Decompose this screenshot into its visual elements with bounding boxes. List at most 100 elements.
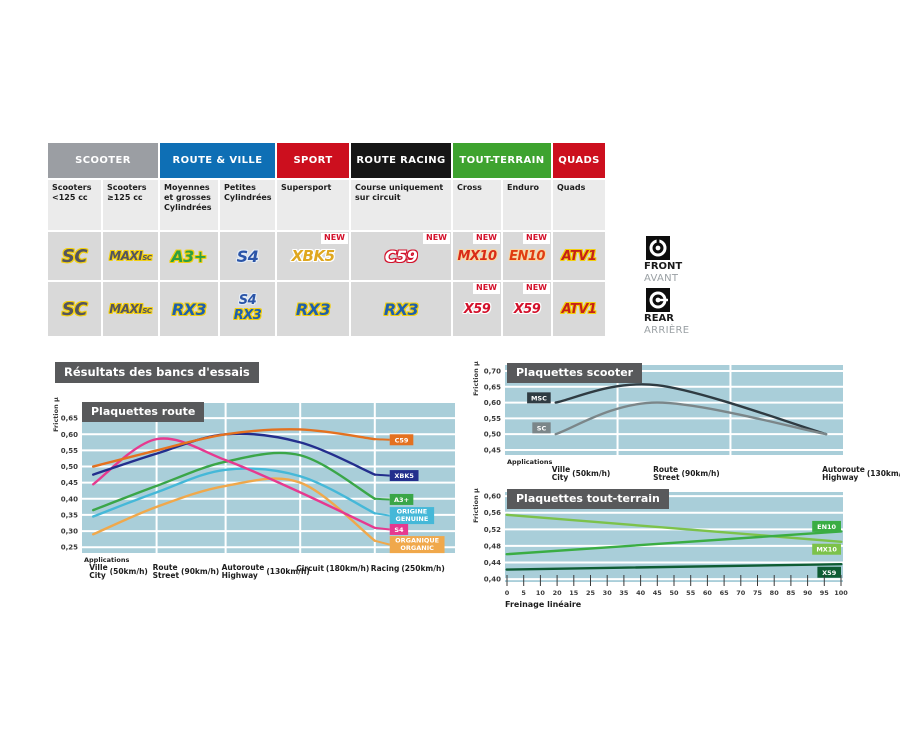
product-badge-cell: A3+ [160,232,218,280]
subcategory-cell: Enduro [503,180,551,230]
product-badge-cell: MAXISC [103,282,158,336]
offroad-pads-chart: 0,60 0,56 0,52 0,48 0,44 0,40 Friction µ MX10 EN… [470,485,882,620]
new-tag: NEW [523,233,550,244]
product-badge-cell: RX3 [277,282,349,336]
series-label-mx10: MX10 [816,546,837,554]
series-label-box-s4 [389,523,409,535]
new-tag: NEW [423,233,450,244]
product-badge-rx3: RX3 [233,308,262,323]
y-tick-label: 0,48 [484,542,501,550]
series-line-origine [91,467,377,518]
y-tick-label: 0,35 [61,511,78,519]
product-badge-atv1: ATV1 [561,301,597,317]
front-brake-disc-icon [646,236,670,260]
front-label: FRONT [644,261,683,272]
chart-title: Plaquettes scooter [507,363,643,383]
product-badge-rx3: RX3 [295,299,331,319]
product-badge-cell: NEW EN10 [503,232,551,280]
new-tag: NEW [473,283,500,294]
product-badge-mx10: MX10 [457,248,497,264]
front-block: FRONT AVANT [644,236,704,284]
subcategory-cell: Quads [553,180,605,230]
product-badge-c59: C59 [384,246,418,266]
product-badge-maxi: MAXISC [109,249,152,263]
series-line-msc [554,383,828,436]
series-line-x59 [505,562,843,571]
x-tick-label: 70 [736,589,746,597]
product-badge-cell: NEW C59 [351,232,451,280]
x-axis-label: Applications [507,458,553,466]
product-badge-rx3: RX3 [171,299,207,319]
y-tick-label: 0,55 [61,447,78,455]
product-badge-cell: NEW XBK5 [277,232,349,280]
y-tick-label: 0,40 [61,495,78,503]
y-tick-label: 0,45 [484,446,501,454]
x-tick-label: 5 [521,589,526,597]
series-line-mx10 [505,513,843,543]
product-application-table: SCOOTER ROUTE & VILLE SPORT ROUTE RACING TOU… [48,143,605,336]
route-pads-chart: 0,65 0,60 0,55 0,50 0,45 0,40 0,35 0,30 0,25 Fric… [48,390,468,600]
product-badge-s4: S4 [238,293,257,309]
series-label-c59: C59 [395,436,409,444]
product-badge-cell: NEW MX10 [453,232,501,280]
rear-caption: ARRIÈRE [644,325,690,336]
product-badge-atv1: ATV1 [561,248,597,264]
chart-title: Plaquettes route [82,402,205,422]
x-tick-label: 95 [820,589,830,597]
new-tag: NEW [523,283,550,294]
series-label-box-c59 [389,434,414,446]
x-axis-label: Applications [84,556,130,564]
product-badge-cell: MAXISC [103,232,158,280]
series-label-box-msc [527,392,551,404]
y-tick-label: 0,60 [484,399,501,407]
subcategory-cell: Cross [453,180,501,230]
product-badge-cell: SC [48,282,101,336]
y-tick-label: 0,44 [484,559,501,567]
series-label-origine: GENUINE [396,515,429,523]
series-label-box-mx10 [812,543,841,555]
route-chart-canvas: 0,65 0,60 0,55 0,50 0,45 0,40 0,35 0,30 0,25 Fric… [52,397,455,554]
category-label: Ville City (50km/h) [89,563,148,580]
series-label-box-organique [389,536,445,554]
series-label-origine: ORIGINE [397,508,428,516]
x-tick-label: 50 [669,589,679,597]
y-tick-label: 0,50 [61,463,78,471]
y-axis-label: Friction µ [472,361,480,396]
product-badge-cell: RX3 [351,282,451,336]
product-badge-cell: SC [48,232,101,280]
series-label-xbk5: XBK5 [394,472,414,480]
category-header-scooter: SCOOTER [48,143,158,178]
product-badge-cell: NEW X59 [453,282,501,336]
category-header-tout-terrain: TOUT-TERRAIN [453,143,551,178]
product-badge-rx3: RX3 [383,299,419,319]
series-label-a3+: A3+ [394,496,409,504]
rear-brake-disc-icon [646,288,670,312]
category-label: Racing (250km/h) [370,563,445,573]
front-caption: AVANT [644,273,679,284]
product-badge-cell: NEW X59 [503,282,551,336]
product-badge-maxi: MAXISC [109,302,152,316]
series-label-box-origine [389,507,435,525]
series-line-a3+ [91,451,377,512]
series-label-box-en10 [812,520,841,532]
category-label: Route Street (90km/h) [653,465,720,482]
chart-title: Plaquettes tout-terrain [507,489,669,509]
series-label-box-xbk5 [389,470,419,482]
product-badge-x59: X59 [463,301,491,317]
x-tick-label: 75 [753,589,763,597]
series-line-s4 [91,437,377,530]
product-badge-cell: ATV1 [553,282,605,336]
category-label: Circuit (180km/h) [296,563,370,573]
product-badge-sc: SC [61,245,88,267]
category-header-route-ville: ROUTE & VILLE [160,143,275,178]
subcategory-cell: Scooters <125 cc [48,180,101,230]
x-tick-label: 65 [720,589,730,597]
series-label-x59: X59 [822,569,837,577]
y-tick-label: 0,25 [61,544,78,552]
x-tick-label: 45 [653,589,663,597]
x-tick-label: 35 [619,589,629,597]
product-badge-cell: S4 [220,232,275,280]
x-tick-label: 100 [834,589,848,597]
